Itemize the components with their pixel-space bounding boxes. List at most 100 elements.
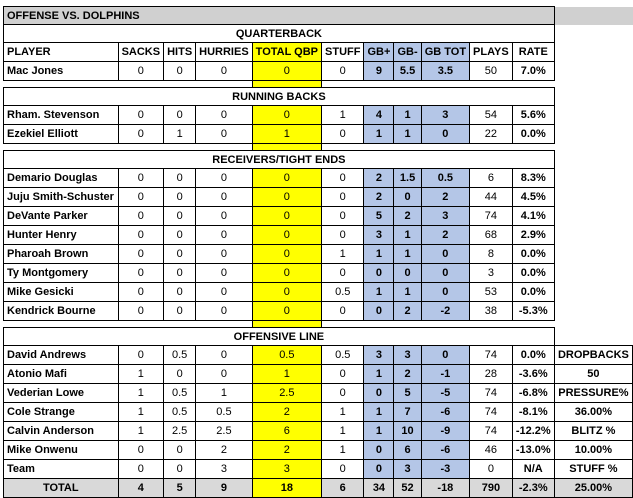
cell-stuff: 1	[321, 421, 365, 441]
cell-hurries: 2.5	[195, 421, 253, 441]
spacer-cell	[321, 320, 364, 328]
cell-total-qbp: 0	[251, 187, 323, 207]
cell-stuff: 1	[321, 244, 365, 264]
spacer-cell	[251, 143, 323, 151]
cell-stuff: 0	[321, 206, 365, 226]
cell-gb-tot: 0	[420, 282, 471, 302]
cell-total-qbp: 6	[251, 421, 323, 441]
column-header-total-qbp: TOTAL QBP	[251, 42, 323, 62]
side-stat: STUFF %	[553, 459, 633, 479]
column-header-row: PLAYER SACKS HITS HURRIES TOTAL QBP STUFF GB+ G…	[3, 42, 633, 62]
table-row: Mike Onwenu 0 0 2 2 1 0 6 -6 46 -13.0% 10.00%	[3, 440, 633, 460]
cell-sacks: 0	[117, 168, 165, 188]
cell-stuff: 0	[321, 263, 365, 283]
table-row: Hunter Henry 0 0 0 0 0 3 1 2 68 2.9%	[3, 225, 633, 245]
side-empty	[554, 321, 632, 328]
table-row: Vederian Lowe 1 0.5 1 2.5 0 0 5 -5 74 -6.8% PRESSUR…	[3, 383, 633, 403]
spacer-cell	[363, 320, 394, 328]
cell-gb-minus: 1	[393, 105, 422, 125]
cell-sacks: 0	[117, 244, 165, 264]
cell-plays: 53	[469, 282, 513, 302]
cell-total-qbp: 0	[251, 263, 323, 283]
cell-hits: 0	[163, 282, 197, 302]
table-row: Calvin Anderson 1 2.5 2.5 6 1 1 10 -9 74 -12.2% BLI…	[3, 421, 633, 441]
cell-player: Pharoah Brown	[3, 244, 119, 264]
cell-gb-tot: 2	[420, 225, 471, 245]
column-header-gb-plus: GB+	[363, 42, 395, 62]
spacer-cell	[393, 80, 422, 88]
cell-sacks: 1	[117, 383, 165, 403]
side-empty	[554, 283, 632, 302]
cell-plays: 46	[469, 440, 513, 460]
cell-total-qbp: 0	[251, 244, 323, 264]
cell-hurries: 0	[195, 105, 253, 125]
table-row: David Andrews 0 0.5 0 0.5 0.5 3 3 0 74 0.0% DROPBAC…	[3, 345, 633, 365]
spacer-cell	[469, 320, 513, 328]
cell-player: Rham. Stevenson	[3, 105, 119, 125]
cell-player: David Andrews	[3, 345, 119, 365]
cell-hits: 0	[163, 459, 197, 479]
side-empty	[554, 25, 632, 43]
cell-plays: 74	[469, 402, 513, 422]
table-row: Ezekiel Elliott 0 1 0 1 0 1 1 0 22 0.0%	[3, 124, 633, 144]
spacer-row	[3, 320, 633, 328]
spacer-cell	[421, 143, 470, 151]
side-empty	[554, 81, 632, 88]
cell-sacks: 0	[117, 225, 165, 245]
cell-stuff: 0	[321, 187, 365, 207]
cell-plays: 54	[469, 105, 513, 125]
cell-stuff: 0	[321, 225, 365, 245]
cell-total-qbp: 0	[251, 225, 323, 245]
cell-gb-tot: -9	[420, 421, 471, 441]
cell-gb-plus: 0	[363, 440, 395, 460]
cell-stuff: 0	[321, 383, 365, 403]
spacer-cell	[512, 143, 555, 151]
cell-gb-tot: 0	[420, 244, 471, 264]
side-stat: 50	[553, 364, 633, 384]
cell-rate: 4.5%	[511, 187, 555, 207]
cell-plays: 74	[469, 383, 513, 403]
cell-gb-tot: 0.5	[420, 168, 471, 188]
cell-hurries: 0.5	[195, 402, 253, 422]
section-label: OFFENSIVE LINE	[3, 327, 555, 346]
side-empty	[554, 88, 632, 106]
cell-gb-plus: 3	[363, 225, 395, 245]
cell-rate: N/A	[511, 459, 555, 479]
cell-hits: 0	[163, 225, 197, 245]
cell-hurries: 0	[195, 301, 253, 321]
cell-player: Team	[3, 459, 119, 479]
side-empty	[554, 328, 632, 346]
cell-hurries: 0	[195, 345, 253, 365]
table-title: OFFENSE VS. DOLPHINS	[3, 6, 555, 25]
cell-total-qbp: 0	[251, 61, 323, 81]
spacer-cell	[3, 320, 119, 328]
cell-gb-tot: -5	[420, 383, 471, 403]
cell-plays: 22	[469, 124, 513, 144]
cell-hits: 1	[163, 124, 197, 144]
cell-stuff: 1	[321, 440, 365, 460]
cell-gb-minus: 5.5	[393, 61, 422, 81]
cell-plays: 74	[469, 206, 513, 226]
cell-gb-tot: -1	[420, 364, 471, 384]
spacer-cell	[393, 143, 422, 151]
stats-table: OFFENSE VS. DOLPHINS QUARTERBACK PLAYER SAC…	[3, 6, 633, 498]
cell-sacks: 0	[117, 301, 165, 321]
spacer-cell	[195, 143, 253, 151]
spacer-cell	[363, 143, 394, 151]
spacer-row	[3, 143, 633, 151]
cell-gb-minus: 2	[393, 301, 422, 321]
cell-total-qbp: 2.5	[251, 383, 323, 403]
cell-gb-plus: 0	[363, 263, 395, 283]
cell-hits: 0	[163, 187, 197, 207]
cell-total-qbp: 0	[251, 168, 323, 188]
cell-stuff: 1	[321, 402, 365, 422]
cell-gb-minus: 3	[393, 459, 422, 479]
cell-gb-plus: 0	[363, 301, 395, 321]
column-header-player: PLAYER	[3, 42, 119, 62]
cell-plays: 790	[469, 478, 513, 498]
spacer-cell	[421, 80, 470, 88]
spacer-cell	[163, 143, 196, 151]
cell-gb-minus: 52	[393, 478, 422, 498]
title-row: OFFENSE VS. DOLPHINS	[3, 6, 633, 25]
cell-gb-tot: -2	[420, 301, 471, 321]
